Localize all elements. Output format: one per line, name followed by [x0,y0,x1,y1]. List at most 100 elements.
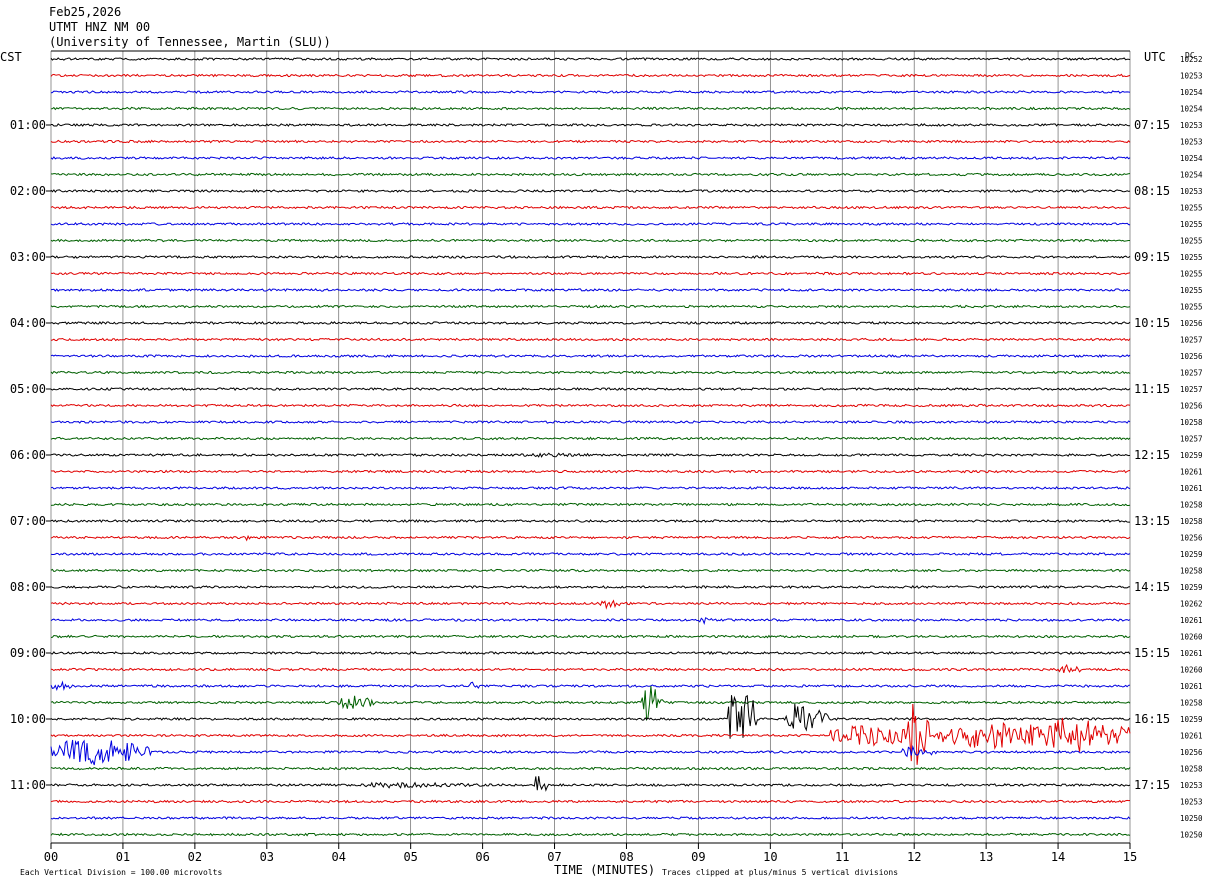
dc-value-label: 10261 [1180,732,1203,741]
x-tick-label: 06 [475,850,489,864]
right-hour-labels: 07:15 08:15 09:15 10:15 11:15 12:15 13:15 14:15… [1134,118,1170,792]
seismic-trace [50,486,1131,490]
x-tick-label: 10 [763,850,777,864]
dc-value-label: 10257 [1180,435,1203,444]
seismic-trace [50,73,1131,78]
dc-value-label: 10253 [1180,72,1203,81]
right-hour-label: 14:15 [1134,580,1170,594]
seismic-trace [50,634,1131,639]
seismic-trace [50,816,1131,820]
dc-value-labels: 10252 10253 10254 10254 10253 10253 10254 10254… [1180,55,1203,840]
dc-value-label: 10261 [1180,616,1203,625]
dc-value-label: 10256 [1180,402,1203,411]
dc-value-label: 10252 [1180,55,1203,64]
right-axis-label: UTC [1144,50,1166,64]
left-hour-label: 05:00 [10,382,46,396]
seismic-trace [50,799,1131,804]
dc-value-label: 10258 [1180,699,1203,708]
dc-value-label: 10253 [1180,138,1203,147]
dc-value-label: 10255 [1180,303,1203,312]
x-axis-title: TIME (MINUTES) [554,863,655,877]
dc-value-label: 10254 [1180,105,1203,114]
x-tick-label: 13 [979,850,993,864]
seismic-trace [50,694,1131,739]
left-hour-label: 08:00 [10,580,46,594]
seismic-trace [50,172,1131,177]
left-hour-label: 01:00 [10,118,46,132]
right-hour-label: 16:15 [1134,712,1170,726]
seismic-trace [50,304,1131,309]
left-hour-label: 06:00 [10,448,46,462]
right-hour-label: 17:15 [1134,778,1170,792]
x-tick-label: 12 [907,850,921,864]
dc-value-label: 10257 [1180,385,1203,394]
date-label: Feb25,2026 [49,5,121,19]
seismic-trace [50,370,1131,375]
seismic-trace [50,337,1131,342]
seismic-trace [51,123,1131,127]
x-tick-label: 15 [1123,850,1137,864]
x-tick-label: 09 [691,850,705,864]
dc-value-label: 10250 [1180,814,1203,823]
seismic-trace [50,469,1131,474]
dc-value-label: 10253 [1180,781,1203,790]
dc-value-label: 10255 [1180,270,1203,279]
dc-value-label: 10254 [1180,88,1203,97]
x-tick-label: 11 [835,850,849,864]
dc-value-label: 10258 [1180,418,1203,427]
seismic-trace [50,139,1131,144]
left-hour-label: 02:00 [10,184,46,198]
seismic-trace [50,552,1131,556]
seismic-trace [50,663,1131,674]
seismic-trace [50,354,1131,358]
right-hour-label: 11:15 [1134,382,1170,396]
left-hour-label: 04:00 [10,316,46,330]
left-axis-label: CST [0,50,22,64]
right-hour-label: 10:15 [1134,316,1170,330]
seismic-trace [50,436,1131,441]
dc-value-label: 10255 [1180,286,1203,295]
grid-layer [50,50,1131,844]
dc-value-label: 10253 [1180,798,1203,807]
left-hour-labels: 01:00 02:00 03:00 04:00 05:00 06:00 07:00 08:00… [10,118,51,792]
dc-value-label: 10257 [1180,369,1203,378]
dc-value-label: 10261 [1180,682,1203,691]
dc-value-label: 10256 [1180,748,1203,757]
seismic-trace [50,617,1131,626]
right-hour-label: 15:15 [1134,646,1170,660]
right-hour-label: 08:15 [1134,184,1170,198]
x-tick-label: 00 [44,850,58,864]
dc-label: DC [1185,51,1195,60]
left-hour-label: 10:00 [10,712,46,726]
dc-value-label: 10254 [1180,154,1203,163]
seismic-trace [50,766,1131,771]
seismic-trace [50,739,1131,766]
seismic-trace [50,90,1131,94]
seismic-trace [50,599,1131,610]
dc-value-label: 10255 [1180,204,1203,213]
trace-layer [50,57,1131,837]
seismic-trace [50,288,1131,292]
dc-value-label: 10257 [1180,336,1203,345]
dc-value-label: 10256 [1180,534,1203,543]
seismic-trace [50,420,1131,424]
left-hour-label: 09:00 [10,646,46,660]
seismic-trace [50,205,1131,210]
dc-value-label: 10259 [1180,451,1203,460]
x-axis-ticks: 00 01 02 03 04 05 06 07 08 09 10 11 12 13 14 15 [44,843,1137,864]
seismic-trace [50,651,1131,655]
dc-value-label: 10254 [1180,171,1203,180]
x-tick-label: 04 [332,850,346,864]
station-label: UTMT HNZ NM 00 [49,20,150,34]
right-hour-label: 09:15 [1134,250,1170,264]
seismic-trace [50,106,1131,111]
x-tick-label: 01 [116,850,130,864]
right-hour-label: 13:15 [1134,514,1170,528]
dc-value-label: 10259 [1180,550,1203,559]
seismic-trace [50,703,1131,765]
x-tick-label: 08 [619,850,633,864]
dc-value-label: 10258 [1180,517,1203,526]
seismic-trace [50,321,1131,325]
dc-value-label: 10255 [1180,220,1203,229]
